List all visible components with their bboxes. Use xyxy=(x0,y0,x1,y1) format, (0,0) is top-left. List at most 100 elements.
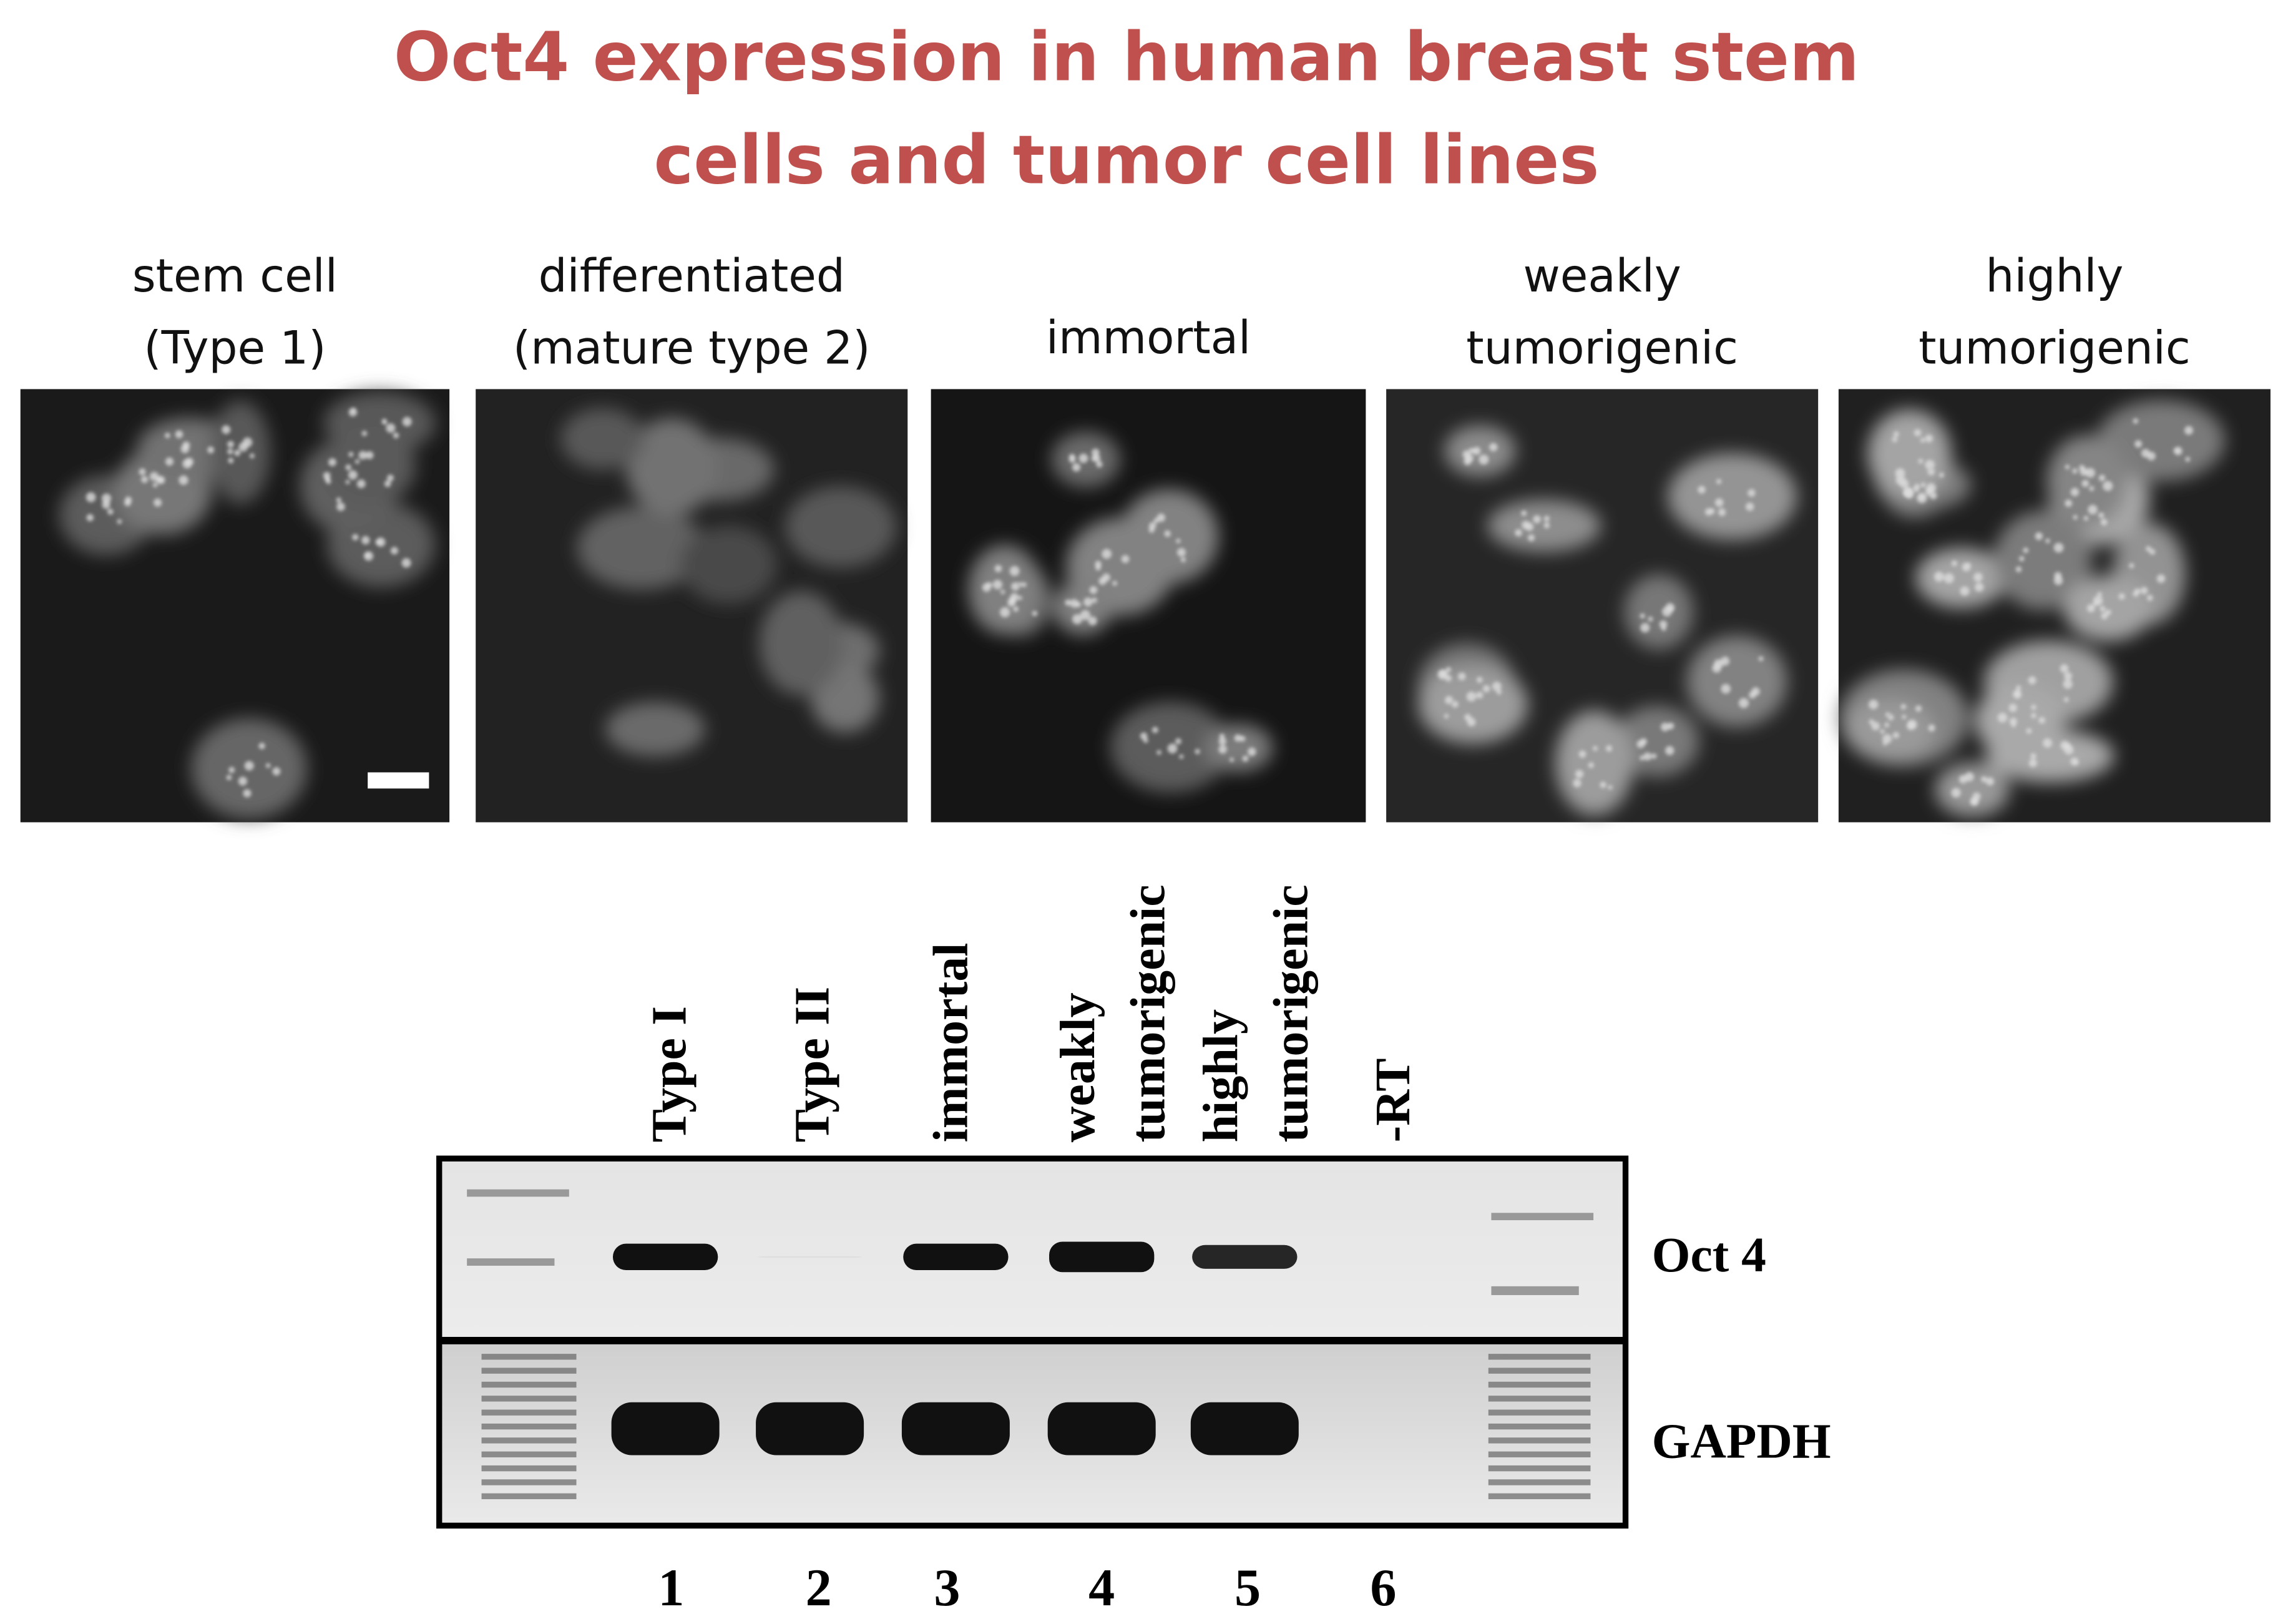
cells xyxy=(1418,425,1797,816)
speckle xyxy=(2146,546,2151,552)
speckle xyxy=(2030,753,2036,760)
speckle xyxy=(149,472,159,481)
speckle xyxy=(101,493,112,504)
speckle xyxy=(1218,745,1227,754)
speckles xyxy=(1640,603,1674,633)
speckle xyxy=(375,539,381,545)
ladder-band xyxy=(1488,1396,1591,1402)
speckle xyxy=(1143,738,1148,743)
speckle xyxy=(2028,676,2036,685)
speckles xyxy=(86,492,132,524)
cell xyxy=(324,426,416,506)
speckle xyxy=(1465,454,1474,463)
lane-label: Type I xyxy=(642,1006,697,1143)
speckle xyxy=(1745,502,1754,511)
gapdh-band xyxy=(1047,1402,1156,1455)
speckle xyxy=(1032,610,1038,617)
speckle xyxy=(1164,530,1171,537)
speckle xyxy=(1925,459,1935,470)
panel-label: stem cell xyxy=(132,250,338,303)
speckle xyxy=(1651,753,1657,759)
speckle xyxy=(2105,609,2111,615)
speckle xyxy=(228,457,234,464)
ladder-band xyxy=(1491,1286,1579,1296)
speckle xyxy=(1588,762,1595,768)
speckle xyxy=(1088,616,1097,625)
micrographs xyxy=(20,389,2271,823)
speckle xyxy=(107,508,114,515)
speckle xyxy=(1112,580,1118,586)
speckle xyxy=(2080,467,2088,476)
speckle xyxy=(2031,705,2036,710)
speckle xyxy=(982,583,991,592)
speckle xyxy=(2103,481,2113,491)
speckle xyxy=(2149,549,2156,555)
speckle xyxy=(2088,504,2098,515)
ladder-band xyxy=(467,1189,569,1197)
speckle xyxy=(1934,572,1944,582)
speckle xyxy=(1176,547,1186,557)
lane-number: 4 xyxy=(1088,1559,1115,1617)
speckle xyxy=(1445,696,1454,705)
speckle xyxy=(2065,499,2073,507)
speckle xyxy=(2081,479,2090,487)
speckles xyxy=(352,534,411,568)
speckle xyxy=(1665,746,1674,755)
speckle xyxy=(227,441,234,448)
speckle xyxy=(1605,745,1613,752)
cell xyxy=(1668,452,1797,540)
speckle xyxy=(1009,565,1020,576)
speckle xyxy=(345,464,351,471)
cell xyxy=(785,486,897,568)
ladder-band xyxy=(1488,1451,1591,1457)
speckle xyxy=(1578,750,1586,758)
speckle xyxy=(2065,464,2070,470)
speckle xyxy=(1083,597,1093,607)
speckle xyxy=(1608,785,1613,790)
ladder-band xyxy=(1488,1381,1591,1388)
panel-label: tumorigenic xyxy=(1919,322,2191,374)
lane-label: weakly xyxy=(1050,992,1105,1142)
speckles xyxy=(1065,597,1098,625)
speckle xyxy=(2063,679,2073,689)
panel-label: weakly xyxy=(1523,250,1681,303)
cell xyxy=(1935,763,2010,817)
speckle xyxy=(1918,492,1925,500)
speckle xyxy=(2141,449,2150,458)
speckle xyxy=(2008,703,2017,712)
speckle xyxy=(2083,516,2089,521)
speckle xyxy=(2009,717,2017,726)
speckles xyxy=(2015,532,2064,585)
speckle xyxy=(1943,573,1954,584)
speckle xyxy=(238,776,248,786)
speckles xyxy=(139,468,188,507)
speckle xyxy=(1000,589,1005,595)
speckle xyxy=(1951,788,1961,798)
speckle xyxy=(2045,538,2050,544)
panel-label: highly xyxy=(1985,250,2123,303)
speckle xyxy=(1476,691,1484,699)
speckle xyxy=(358,451,368,460)
speckle xyxy=(1437,669,1448,680)
speckle xyxy=(361,431,368,436)
speckle xyxy=(1230,757,1234,762)
speckle xyxy=(365,451,374,459)
title: Oct4 expression in human breast stem xyxy=(394,18,1859,96)
scale-bar xyxy=(368,772,429,789)
speckle xyxy=(381,419,388,425)
speckle xyxy=(2133,418,2139,424)
speckle xyxy=(1575,770,1584,778)
speckle xyxy=(2072,468,2078,474)
speckle xyxy=(1903,487,1913,497)
ladder-band xyxy=(1491,1213,1594,1221)
micrograph xyxy=(1838,389,2271,823)
ladder-band xyxy=(481,1423,577,1430)
oct4-band xyxy=(1192,1245,1298,1269)
speckle xyxy=(1022,582,1027,587)
speckles xyxy=(1869,699,1935,734)
title: cells and tumor cell lines xyxy=(654,121,1600,199)
cell xyxy=(1993,511,2093,610)
cell xyxy=(1686,635,1787,727)
speckle xyxy=(1102,549,1112,559)
